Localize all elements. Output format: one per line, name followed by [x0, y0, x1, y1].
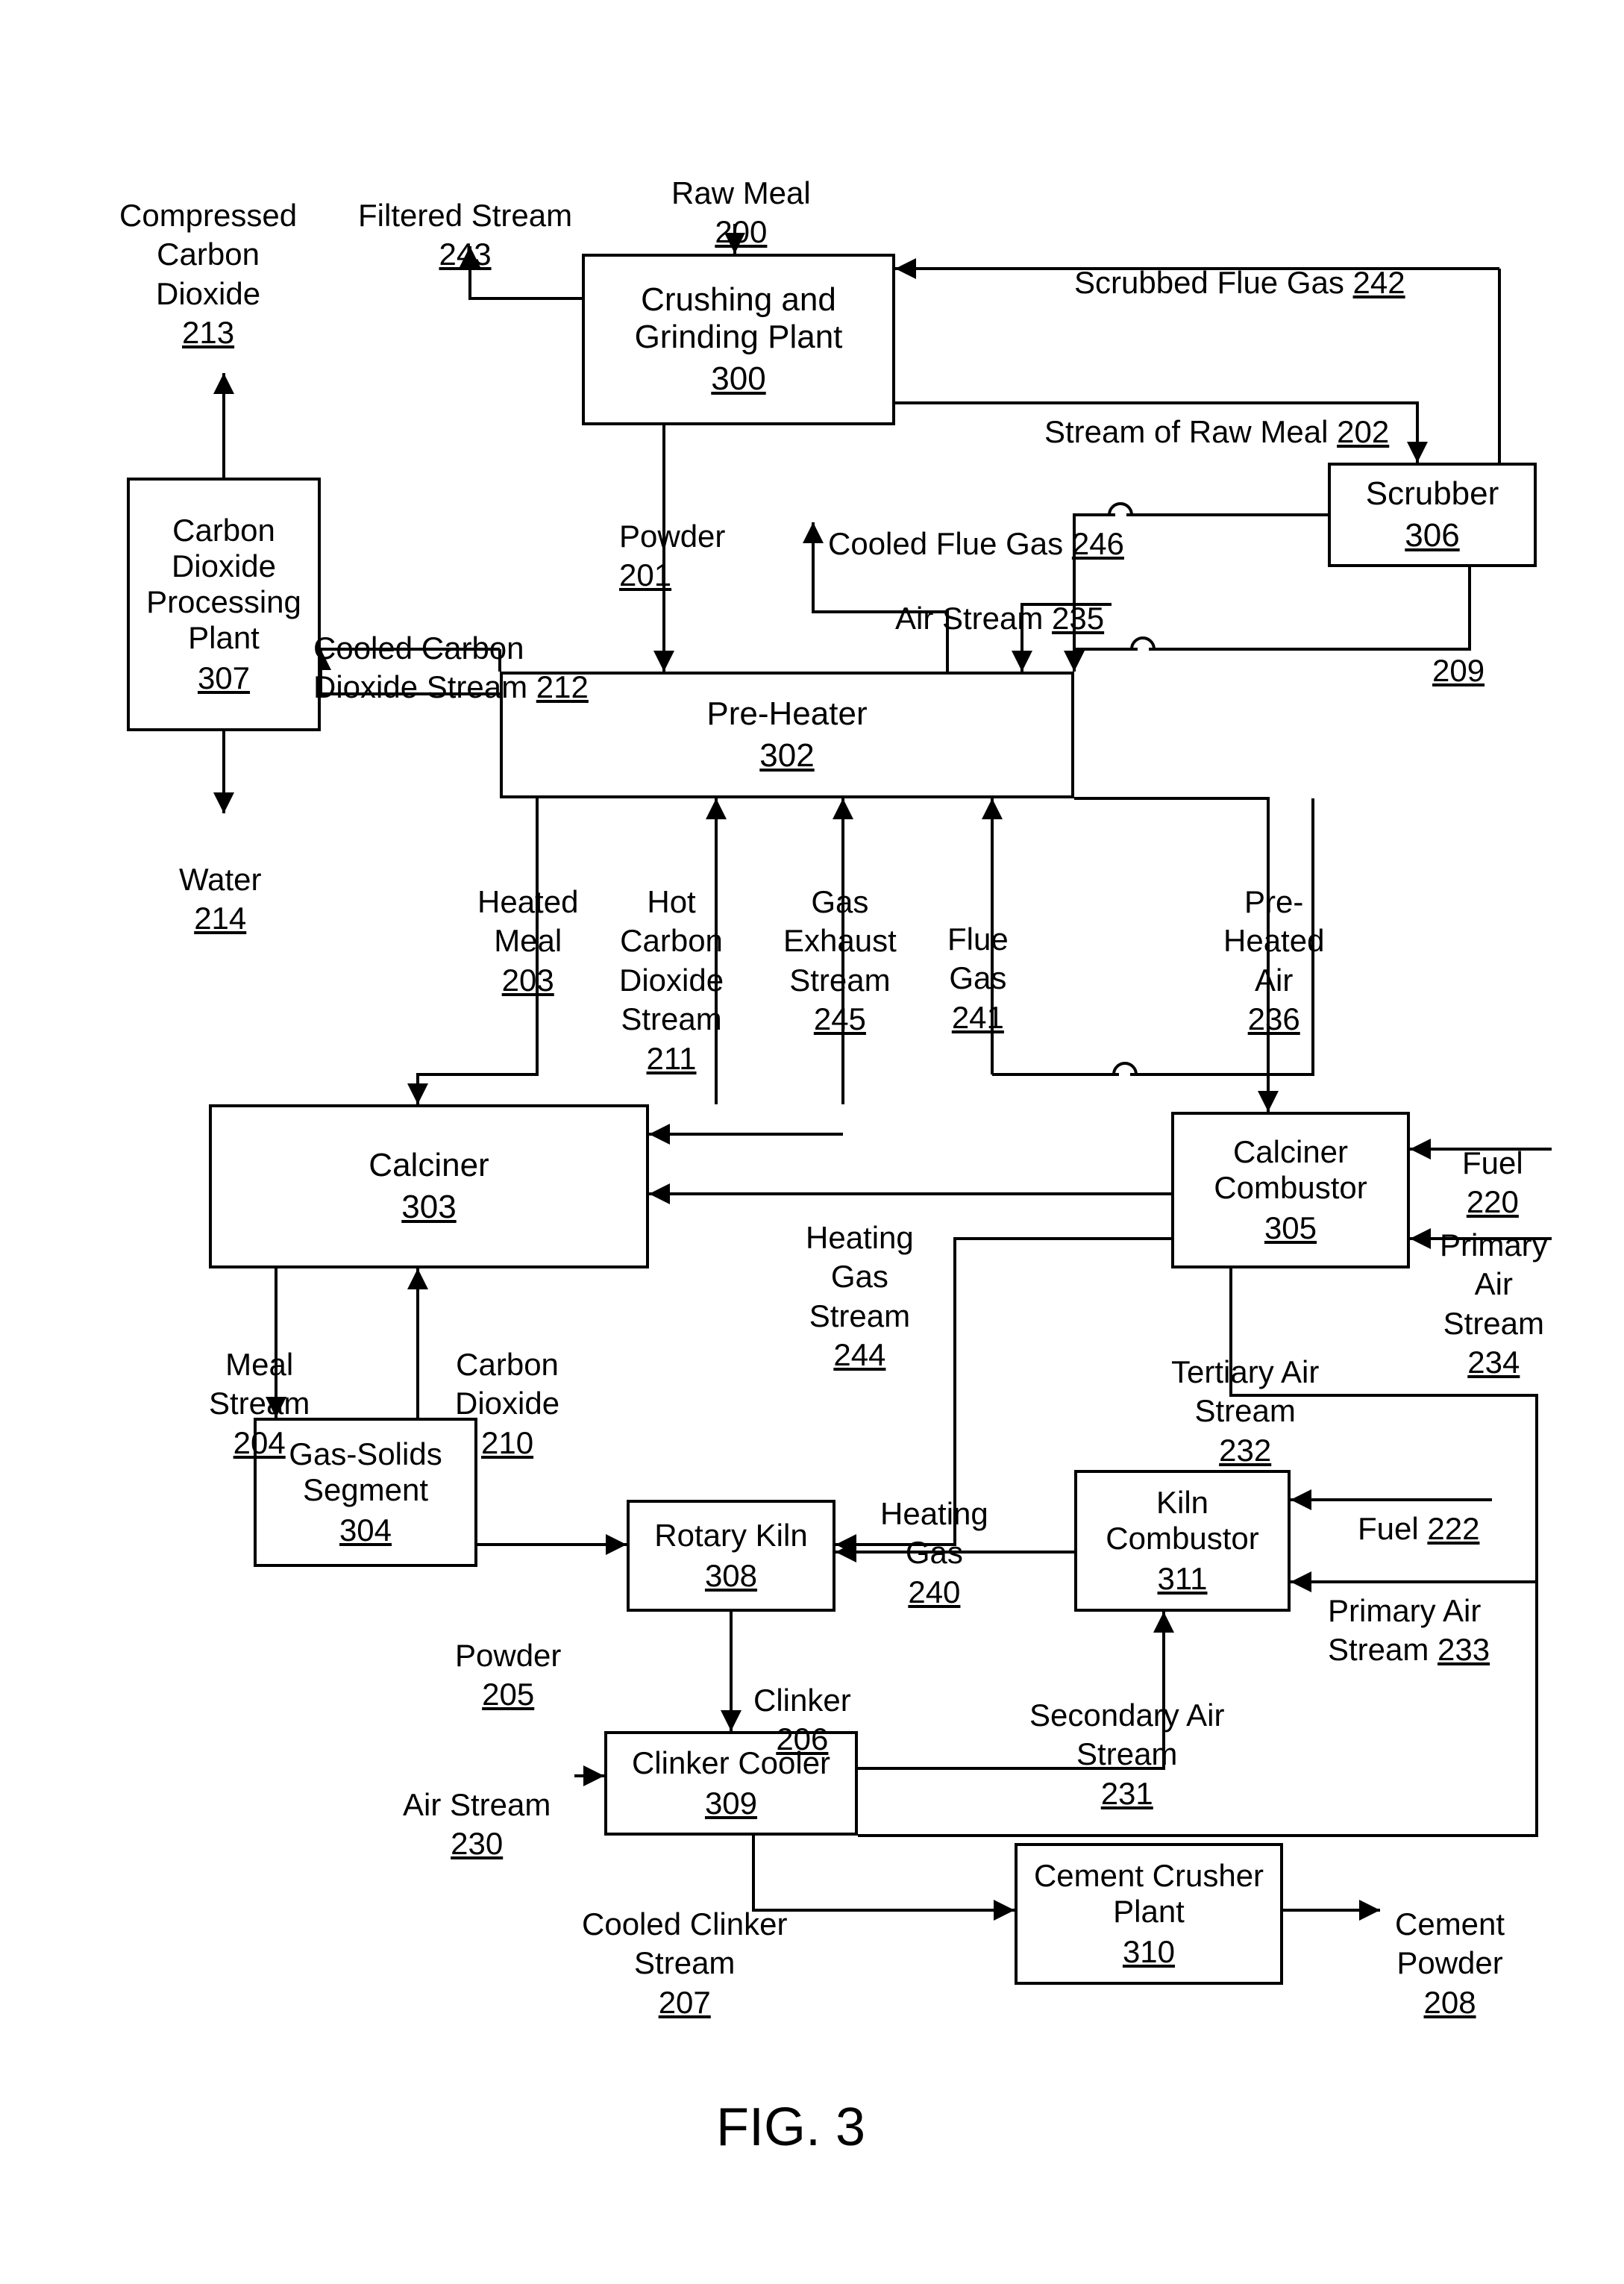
figure-caption: FIG. 3	[716, 2097, 865, 2158]
powder-201-label: Powder201	[619, 478, 725, 634]
heated-meal-label: Heated Meal203	[477, 843, 578, 1039]
fuel-222-label: Fuel 222	[1358, 1470, 1479, 1548]
box-num: 303	[401, 1189, 456, 1226]
box-label: Scrubber	[1366, 475, 1499, 513]
box-num: 311	[1158, 1561, 1208, 1597]
cooled-clinker-label: Cooled Clinker Stream207	[582, 1865, 787, 2062]
cooled-flue-gas-label: Cooled Flue Gas 246	[828, 485, 1124, 563]
label-209: 209	[1432, 612, 1485, 730]
calciner-combustor-box: Calciner Combustor 305	[1171, 1112, 1410, 1268]
clinker-206-label: Clinker206	[753, 1642, 851, 1798]
air-stream-235-label: Air Stream 235	[895, 560, 1104, 638]
box-num: 302	[759, 737, 814, 775]
box-num: 308	[705, 1558, 757, 1594]
cooled-co2-stream-label: Cooled CarbonDioxide Stream 212	[313, 589, 589, 707]
water-label: Water214	[179, 821, 261, 977]
primary-air-234-label: Primary Air Stream234	[1440, 1186, 1548, 1421]
scrubber-box: Scrubber 306	[1328, 463, 1537, 567]
box-num: 307	[198, 660, 250, 696]
box-label: Cement Crusher Plant	[1026, 1858, 1271, 1930]
box-num: 306	[1405, 517, 1459, 554]
cement-crusher-plant-box: Cement Crusher Plant 310	[1015, 1843, 1283, 1985]
co2-processing-plant-box: Carbon Dioxide Processing Plant 307	[127, 478, 321, 731]
scrubbed-flue-gas-label: Scrubbed Flue Gas 242	[1074, 224, 1405, 302]
box-num: 309	[705, 1786, 757, 1821]
calciner-box: Calciner 303	[209, 1104, 649, 1268]
secondary-air-label: Secondary Air Stream231	[1029, 1656, 1224, 1853]
gas-exhaust-stream-label: Gas Exhaust Stream245	[783, 843, 897, 1078]
stream-raw-meal-label: Stream of Raw Meal 202	[1044, 373, 1389, 451]
box-label: Carbon Dioxide Processing Plant	[139, 513, 309, 656]
box-num: 305	[1264, 1210, 1317, 1246]
box-label: Crushing and Grinding Plant	[594, 281, 883, 356]
primary-air-233-label: Primary AirStream 233	[1328, 1552, 1490, 1670]
meal-stream-204-label: Meal Stream204	[209, 1306, 310, 1502]
air-stream-230-label: Air Stream230	[403, 1746, 551, 1903]
raw-meal-label: Raw Meal200	[671, 134, 811, 291]
preheated-air-label: Pre- Heated Air236	[1223, 843, 1324, 1078]
box-num: 304	[339, 1512, 392, 1548]
heating-gas-240-label: Heating Gas240	[880, 1455, 988, 1651]
flue-gas-241-label: Flue Gas241	[947, 880, 1009, 1077]
box-num: 300	[711, 360, 765, 398]
powder-205-label: Powder205	[455, 1597, 561, 1753]
heating-gas-244-label: Heating Gas Stream244	[806, 1179, 914, 1414]
box-label: Rotary Kiln	[654, 1518, 807, 1554]
filtered-stream-label: Filtered Stream243	[358, 157, 572, 313]
box-label: Pre-Heater	[706, 695, 867, 733]
carbon-dioxide-210-label: Carbon Dioxide210	[455, 1306, 559, 1502]
rotary-kiln-box: Rotary Kiln 308	[627, 1500, 835, 1612]
box-label: Calciner	[369, 1147, 489, 1184]
cement-powder-label: Cement Powder208	[1395, 1865, 1505, 2062]
compressed-co2-label: Compressed Carbon Dioxide213	[119, 157, 297, 392]
tertiary-air-label: Tertiary Air Stream232	[1171, 1313, 1319, 1509]
box-label: Calciner Combustor	[1183, 1134, 1398, 1206]
box-num: 310	[1123, 1934, 1175, 1970]
hot-co2-stream-label: Hot Carbon Dioxide Stream211	[619, 843, 724, 1118]
